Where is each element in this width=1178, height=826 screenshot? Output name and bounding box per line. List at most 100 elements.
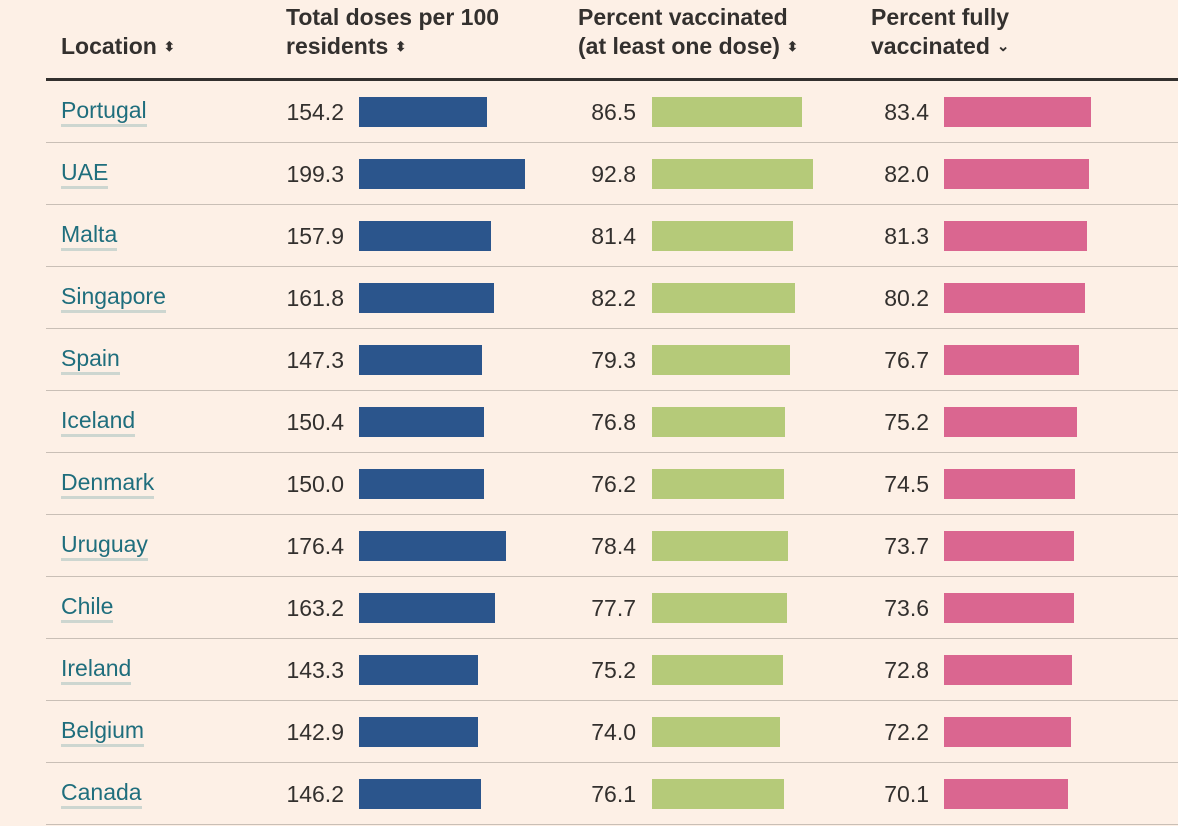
at-least-one-dose-value: 82.2 [591,285,636,311]
at-least-one-dose-bar [652,593,787,623]
fully-vaccinated-bar [944,531,1074,561]
location-link[interactable]: Belgium [61,716,145,747]
location-link[interactable]: Canada [61,778,142,809]
table-body: Portugal 154.2 86.5 83.4 UAE 199.3 92.8 82.0 Mal… [46,81,1178,825]
fully-vaccinated-value: 83.4 [884,99,929,125]
at-least-one-dose-value: 76.2 [591,471,636,497]
column-header-total-doses-line1: Total doses per 100 [286,3,500,30]
total-doses-value: 150.4 [286,409,344,435]
column-header-fully-vaccinated-line1: Percent fully [871,3,1010,30]
at-least-one-dose-value: 81.4 [591,223,636,249]
column-header-at-least-one-dose-line1: Percent vaccinated [578,3,788,30]
column-header-at-least-one-dose[interactable]: Percent vaccinated (at least one dose) ⬍ [578,3,798,62]
fully-vaccinated-bar [944,655,1073,685]
total-doses-value: 157.9 [286,223,344,249]
total-doses-bar [359,655,479,685]
total-doses-value: 143.3 [286,657,344,683]
at-least-one-dose-bar [652,717,781,747]
table-row: Uruguay 176.4 78.4 73.7 [46,515,1178,577]
total-doses-value: 199.3 [286,161,344,187]
total-doses-bar [359,779,481,809]
at-least-one-dose-value: 74.0 [591,719,636,745]
at-least-one-dose-bar [652,531,788,561]
at-least-one-dose-bar [652,469,785,499]
location-link[interactable]: Portugal [61,96,147,127]
at-least-one-dose-value: 78.4 [591,533,636,559]
location-link[interactable]: Singapore [61,282,166,313]
location-link[interactable]: Denmark [61,468,155,499]
table-row: Spain 147.3 79.3 76.7 [46,329,1178,391]
column-header-total-doses-line2: residents [286,32,389,59]
sort-icon: ⬍ [786,39,798,54]
total-doses-value: 146.2 [286,781,344,807]
location-link[interactable]: Spain [61,344,120,375]
at-least-one-dose-bar [652,283,795,313]
at-least-one-dose-bar [652,97,803,127]
column-header-fully-vaccinated[interactable]: Percent fully vaccinated ⌄ [871,3,1009,62]
table-row: Portugal 154.2 86.5 83.4 [46,81,1178,143]
table-row: Belgium 142.9 74.0 72.2 [46,701,1178,763]
at-least-one-dose-bar [652,407,786,437]
total-doses-value: 163.2 [286,595,344,621]
location-link[interactable]: Chile [61,592,114,623]
column-header-total-doses[interactable]: Total doses per 100 residents ⬍ [286,3,499,62]
at-least-one-dose-bar [652,159,813,189]
at-least-one-dose-value: 76.8 [591,409,636,435]
table-row: Iceland 150.4 76.8 75.2 [46,391,1178,453]
total-doses-value: 154.2 [286,99,344,125]
table-row: UAE 199.3 92.8 82.0 [46,143,1178,205]
fully-vaccinated-value: 72.2 [884,719,929,745]
at-least-one-dose-value: 92.8 [591,161,636,187]
total-doses-value: 142.9 [286,719,344,745]
fully-vaccinated-bar [944,283,1086,313]
total-doses-bar [359,407,485,437]
at-least-one-dose-value: 77.7 [591,595,636,621]
total-doses-bar [359,97,488,127]
table-row: Singapore 161.8 82.2 80.2 [46,267,1178,329]
sort-descending-icon: ⌄ [996,38,1010,55]
fully-vaccinated-value: 82.0 [884,161,929,187]
fully-vaccinated-value: 76.7 [884,347,929,373]
column-header-location[interactable]: Location ⬍ [61,32,175,62]
at-least-one-dose-bar [652,221,794,251]
fully-vaccinated-value: 70.1 [884,781,929,807]
column-header-fully-vaccinated-line2: vaccinated [871,32,990,59]
at-least-one-dose-bar [652,779,784,809]
sort-icon: ⬍ [163,39,175,54]
total-doses-bar [359,717,478,747]
total-doses-value: 150.0 [286,471,344,497]
fully-vaccinated-bar [944,97,1091,127]
vaccination-table: Location ⬍ Total doses per 100 residents ⬍… [46,0,1178,825]
location-link[interactable]: Ireland [61,654,132,685]
total-doses-bar [359,469,484,499]
table-row: Canada 146.2 76.1 70.1 [46,763,1178,825]
at-least-one-dose-bar [652,345,790,375]
fully-vaccinated-bar [944,779,1068,809]
fully-vaccinated-bar [944,407,1077,437]
at-least-one-dose-value: 76.1 [591,781,636,807]
sort-icon: ⬍ [395,39,407,54]
location-link[interactable]: Malta [61,220,118,251]
total-doses-bar [359,345,482,375]
table-row: Ireland 143.3 75.2 72.8 [46,639,1178,701]
table-row: Malta 157.9 81.4 81.3 [46,205,1178,267]
total-doses-bar [359,159,525,189]
fully-vaccinated-value: 81.3 [884,223,929,249]
fully-vaccinated-bar [944,593,1074,623]
location-link[interactable]: UAE [61,158,109,189]
fully-vaccinated-bar [944,469,1076,499]
total-doses-bar [359,283,494,313]
fully-vaccinated-value: 74.5 [884,471,929,497]
table-header: Location ⬍ Total doses per 100 residents ⬍… [46,0,1178,81]
total-doses-bar [359,531,506,561]
location-link[interactable]: Iceland [61,406,136,437]
at-least-one-dose-value: 86.5 [591,99,636,125]
table-row: Chile 163.2 77.7 73.6 [46,577,1178,639]
at-least-one-dose-bar [652,655,783,685]
at-least-one-dose-value: 79.3 [591,347,636,373]
total-doses-bar [359,221,491,251]
location-link[interactable]: Uruguay [61,530,148,561]
at-least-one-dose-value: 75.2 [591,657,636,683]
total-doses-value: 147.3 [286,347,344,373]
fully-vaccinated-bar [944,221,1088,251]
